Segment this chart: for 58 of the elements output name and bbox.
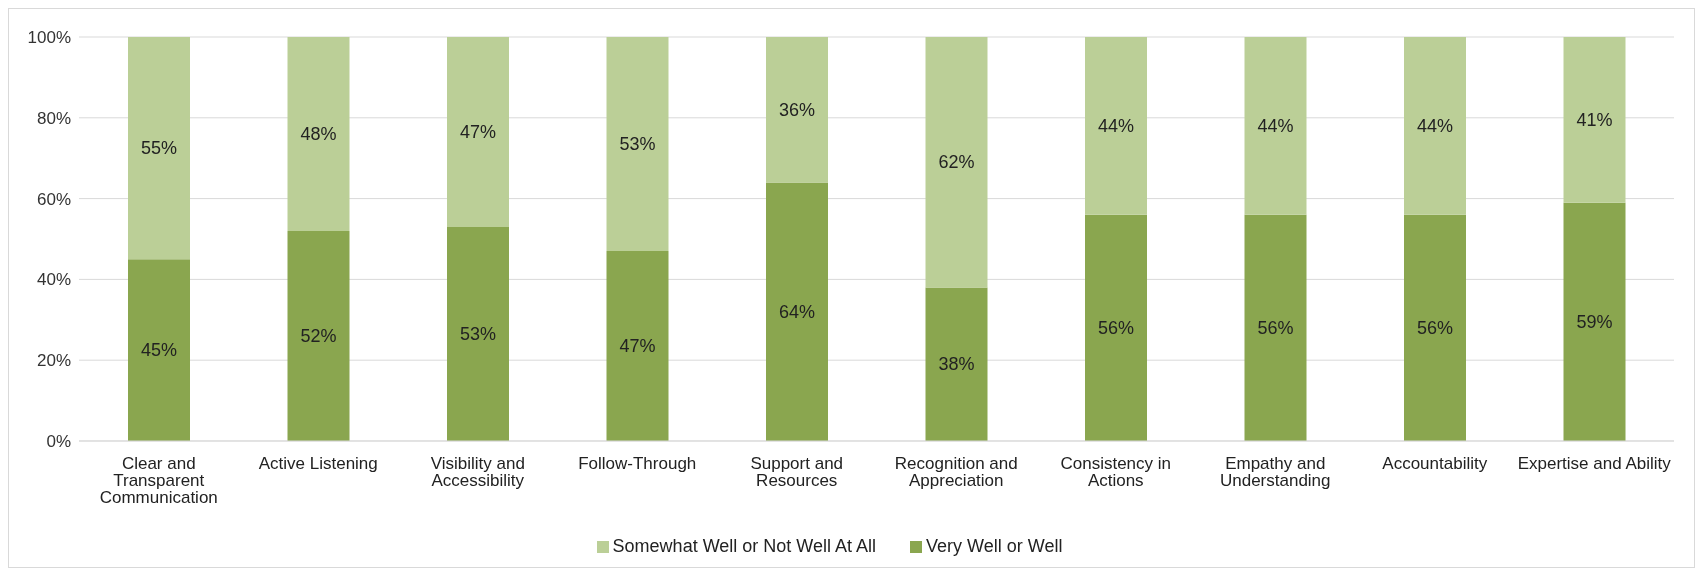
data-label: 56% bbox=[1257, 317, 1294, 338]
bar bbox=[1563, 37, 1626, 203]
bar bbox=[766, 182, 828, 441]
bar bbox=[1404, 214, 1466, 441]
bar bbox=[925, 287, 988, 441]
legend-label: Somewhat Well or Not Well At All bbox=[612, 536, 877, 556]
data-label: 56% bbox=[1416, 317, 1454, 338]
data-label: 48% bbox=[300, 123, 337, 144]
data-label: 45% bbox=[140, 340, 178, 361]
y-tick-label: 40% bbox=[36, 270, 71, 290]
x-tick-label: Visibility and Accessibility bbox=[430, 454, 525, 491]
x-tick-label: Expertise and Ability bbox=[1517, 454, 1672, 474]
x-tick-label: Accountability bbox=[1382, 454, 1488, 474]
data-label: 56% bbox=[1097, 317, 1135, 338]
x-tick-label: Active Listening bbox=[258, 454, 378, 474]
data-label: 47% bbox=[619, 336, 656, 357]
x-tick-label: Clear and Transparent Communication bbox=[99, 454, 218, 508]
bar bbox=[766, 37, 828, 183]
x-tick-label: Support and Resources bbox=[750, 454, 844, 491]
bar bbox=[606, 251, 669, 441]
y-tick-label: 0% bbox=[46, 432, 71, 452]
data-label: 53% bbox=[459, 323, 497, 344]
bar bbox=[1563, 202, 1626, 441]
y-tick-label: 20% bbox=[36, 351, 71, 371]
bar bbox=[1085, 214, 1147, 441]
x-tick-label: Recognition and Appreciation bbox=[894, 454, 1018, 491]
data-label: 44% bbox=[1257, 115, 1294, 136]
data-label: 64% bbox=[778, 301, 816, 322]
y-tick-label: 60% bbox=[36, 189, 71, 209]
data-label: 44% bbox=[1416, 115, 1454, 136]
bar bbox=[1244, 214, 1307, 441]
data-label: 47% bbox=[459, 121, 497, 142]
data-label: 38% bbox=[938, 354, 975, 375]
bar bbox=[128, 259, 190, 441]
bar bbox=[128, 37, 190, 260]
y-tick-label: 100% bbox=[27, 28, 71, 48]
bar bbox=[1244, 37, 1307, 215]
x-tick-label: Consistency in Actions bbox=[1060, 454, 1172, 491]
data-label: 44% bbox=[1097, 115, 1135, 136]
bar bbox=[287, 230, 350, 441]
legend-label: Very Well or Well bbox=[926, 536, 1063, 556]
data-label: 62% bbox=[938, 152, 975, 173]
data-label: 59% bbox=[1576, 311, 1613, 332]
data-label: 36% bbox=[778, 99, 816, 120]
x-tick-label: Follow-Through bbox=[578, 454, 697, 474]
data-label: 55% bbox=[140, 138, 178, 159]
bar bbox=[287, 37, 350, 231]
data-label: 41% bbox=[1576, 109, 1613, 130]
data-label: 53% bbox=[619, 134, 656, 155]
bar bbox=[606, 37, 669, 252]
x-tick-label: Empathy and Understanding bbox=[1219, 454, 1331, 491]
data-label: 52% bbox=[300, 325, 337, 346]
bar bbox=[447, 37, 509, 227]
bar bbox=[1085, 37, 1147, 215]
bar bbox=[1404, 37, 1466, 215]
bar bbox=[447, 226, 509, 441]
bar bbox=[925, 37, 988, 288]
y-tick-label: 80% bbox=[36, 108, 71, 128]
